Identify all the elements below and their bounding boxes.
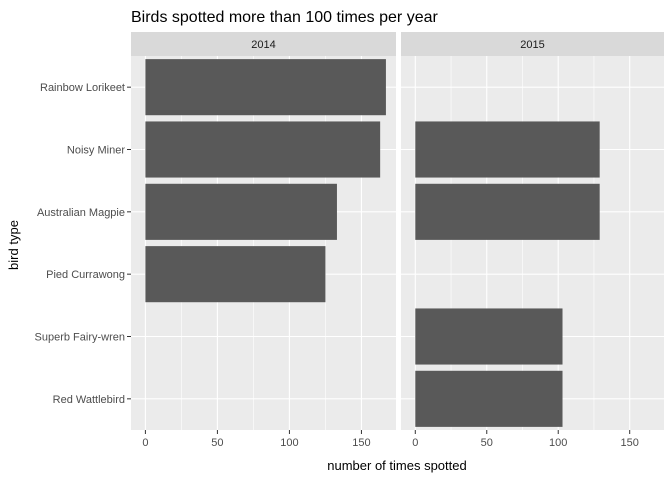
- x-tick-label: 150: [621, 437, 639, 449]
- facet-label: 2014: [251, 39, 275, 51]
- bar: [145, 246, 326, 303]
- y-axis-title: bird type: [6, 220, 21, 270]
- bar: [415, 308, 563, 365]
- bar: [145, 183, 337, 240]
- y-tick-label: Pied Currawong: [46, 269, 125, 281]
- x-tick-label: 0: [142, 437, 148, 449]
- y-tick-label: Rainbow Lorikeet: [40, 82, 125, 94]
- chart-title: Birds spotted more than 100 times per ye…: [131, 9, 438, 26]
- y-tick-labels: Rainbow Lorikeet Noisy Miner Australian Ma…: [35, 82, 131, 406]
- x-tick-label: 100: [280, 437, 298, 449]
- facet-strip: [131, 32, 396, 56]
- x-tick-label: 0: [412, 437, 418, 449]
- facet-label: 2015: [520, 39, 544, 51]
- y-tick-label: Red Wattlebird: [53, 394, 125, 406]
- panel-background: [131, 56, 396, 430]
- x-tick-label: 100: [549, 437, 567, 449]
- panel-background: [401, 56, 664, 430]
- bar: [415, 370, 563, 427]
- bar: [145, 121, 381, 178]
- x-tick-label: 150: [352, 437, 370, 449]
- x-axis-title: number of times spotted: [327, 458, 466, 473]
- y-tick-label: Australian Magpie: [37, 207, 125, 219]
- bar: [145, 59, 386, 116]
- x-tick-labels: 0 50 100 150 0 50 100 150: [142, 430, 639, 449]
- bar: [415, 183, 600, 240]
- facet-panels: 2014 2015: [131, 32, 664, 430]
- x-tick-label: 50: [481, 437, 493, 449]
- y-tick-label: Noisy Miner: [67, 145, 125, 157]
- bar: [415, 121, 600, 178]
- facet-strip: [401, 32, 664, 56]
- y-tick-label: Superb Fairy-wren: [35, 332, 125, 344]
- x-tick-label: 50: [211, 437, 223, 449]
